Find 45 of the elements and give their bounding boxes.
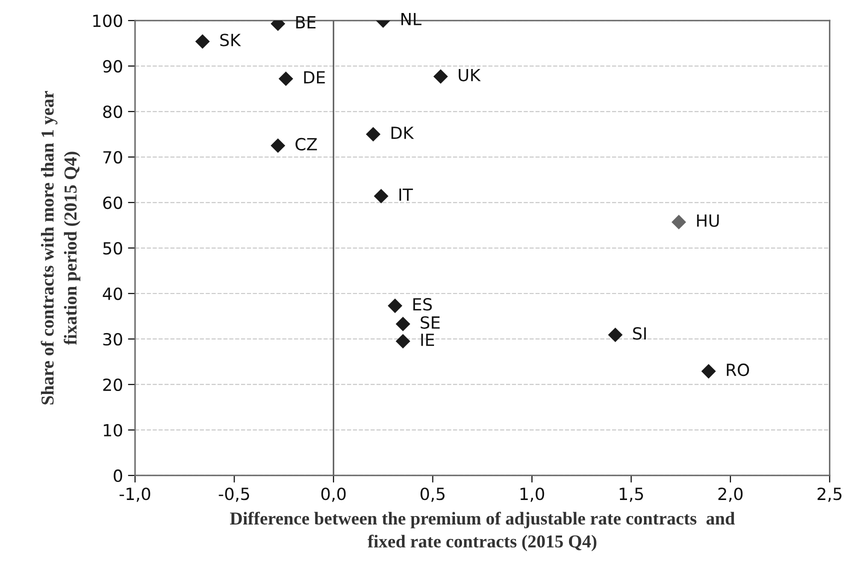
point (270, 138, 286, 153)
x-tick-label: -0,5 (218, 488, 250, 502)
point (396, 334, 410, 349)
x-axis-title: Difference between the premium of adjustable rate contracts and fixed rate contracts (2015 Q4) (230, 512, 735, 552)
x-tick-label: 0,0 (321, 488, 346, 502)
y-tick-label: 50 (103, 242, 122, 255)
x-tick-label: 0,5 (420, 488, 445, 502)
point (701, 364, 716, 379)
x-tick-label: 2,0 (718, 488, 743, 502)
point (672, 214, 686, 230)
annotation: SK (220, 34, 242, 46)
x-tick-label: 2,5 (818, 488, 842, 502)
annotation: DK (391, 126, 414, 139)
point (195, 34, 210, 49)
point (366, 126, 380, 142)
annotation: RO (726, 364, 750, 376)
annotation: HU (697, 214, 719, 227)
annotation: CZ (296, 138, 317, 150)
point (396, 316, 410, 332)
y-axis-title: Share of contracts with more than 1 year fixation period (2015 Q4) (40, 91, 80, 404)
annotation: DE (304, 71, 325, 84)
point (278, 71, 294, 86)
x-tick-label: -1,0 (120, 488, 150, 502)
y-tick-label: 90 (103, 60, 122, 73)
y-tick-label: 30 (103, 332, 122, 346)
y-tick-label: 40 (102, 287, 122, 300)
y-tick-label: 60 (103, 196, 122, 210)
annotation: IE (421, 334, 434, 346)
point (608, 328, 623, 342)
annotation: SE (420, 316, 440, 329)
point (433, 69, 448, 84)
y-tick-label: 0 (114, 469, 122, 482)
y-tick-label: 10 (104, 424, 122, 437)
annotation: IT (399, 188, 413, 201)
y-tick-label: 80 (103, 105, 122, 118)
y-tick-label: 70 (103, 150, 122, 164)
x-tick-label: 1,0 (520, 488, 544, 502)
point (374, 188, 388, 204)
x-tick-label: 1,5 (620, 488, 643, 502)
annotation: SI (633, 327, 646, 340)
point (388, 298, 402, 314)
y-tick-label: 20 (103, 378, 122, 392)
annotation: ES (413, 298, 432, 311)
annotation: UK (458, 68, 481, 82)
y-tick-label: 100 (93, 14, 122, 28)
